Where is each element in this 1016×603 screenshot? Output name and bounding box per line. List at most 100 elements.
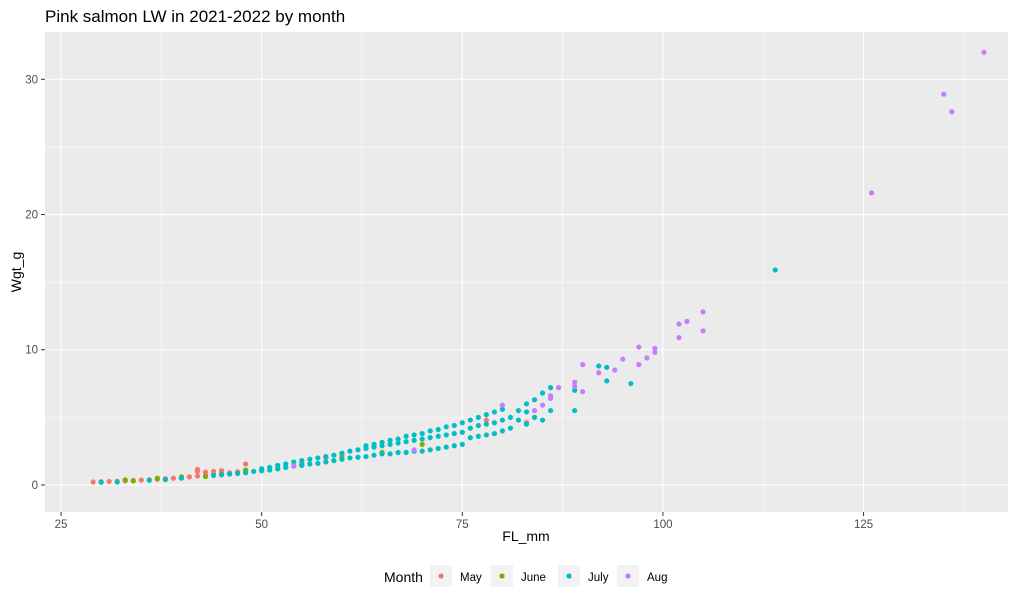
- data-point: [114, 479, 120, 485]
- data-point: [435, 433, 441, 439]
- data-point: [138, 477, 144, 483]
- data-point: [451, 422, 457, 429]
- data-point: [451, 430, 457, 437]
- data-point: [572, 387, 578, 393]
- x-tick-label: 25: [55, 519, 68, 531]
- data-point: [596, 363, 602, 369]
- data-point: [355, 454, 361, 460]
- y-axis-title: Wgt_g: [8, 252, 24, 292]
- data-point: [315, 455, 321, 461]
- data-point: [531, 407, 538, 414]
- data-point: [411, 432, 417, 438]
- chart-title: Pink salmon LW in 2021-2022 by month: [45, 7, 345, 26]
- data-point: [371, 441, 377, 447]
- data-point: [475, 414, 481, 420]
- data-point: [483, 417, 489, 423]
- data-point: [435, 445, 441, 452]
- data-point: [572, 407, 578, 414]
- data-point: [291, 459, 297, 465]
- data-point: [459, 441, 465, 447]
- data-point: [419, 448, 425, 454]
- data-point: [379, 451, 385, 457]
- data-point: [443, 424, 449, 430]
- data-point: [259, 466, 265, 472]
- data-point: [443, 432, 449, 438]
- data-point: [539, 390, 546, 396]
- data-point: [459, 429, 465, 435]
- data-point: [868, 190, 875, 196]
- x-tick-label: 125: [854, 519, 873, 531]
- plot-panel: [45, 32, 1008, 512]
- data-point: [178, 475, 185, 481]
- legend: Month May June July Aug: [384, 565, 667, 587]
- data-point: [483, 412, 489, 418]
- data-point: [523, 421, 530, 427]
- legend-label: June: [521, 572, 546, 584]
- data-point: [628, 380, 634, 387]
- data-point: [154, 475, 160, 481]
- data-point: [395, 449, 401, 456]
- data-point: [515, 417, 522, 423]
- data-point: [419, 436, 425, 442]
- data-point: [387, 451, 393, 457]
- data-point: [507, 425, 514, 431]
- x-tick-label: 75: [456, 519, 469, 531]
- data-point: [949, 109, 955, 115]
- data-point: [323, 453, 329, 460]
- data-point: [596, 370, 602, 376]
- y-axis: 0 10 20 30: [25, 74, 45, 492]
- data-point: [202, 473, 209, 480]
- gridlines: [45, 32, 1008, 512]
- data-point: [491, 409, 497, 415]
- data-point: [652, 345, 658, 351]
- data-point: [547, 393, 554, 399]
- data-point: [676, 334, 682, 341]
- legend-label: July: [588, 572, 609, 584]
- data-point: [475, 433, 481, 439]
- data-point: [387, 441, 393, 447]
- data-point: [572, 379, 578, 385]
- data-point: [210, 468, 217, 475]
- data-point: [427, 447, 433, 453]
- data-point: [435, 426, 441, 433]
- data-point: [700, 328, 706, 334]
- data-point: [580, 389, 586, 395]
- data-point: [331, 458, 337, 464]
- legend-title: Month: [384, 569, 423, 585]
- data-point: [523, 409, 530, 415]
- data-point: [226, 471, 233, 477]
- data-point: [339, 456, 345, 462]
- data-point: [403, 439, 409, 445]
- data-point: [547, 385, 554, 391]
- data-point: [275, 462, 281, 468]
- data-point: [130, 478, 136, 484]
- data-point: [427, 435, 433, 441]
- data-point: [700, 309, 706, 315]
- data-point: [90, 479, 96, 485]
- data-point: [106, 478, 112, 485]
- data-point: [243, 461, 249, 467]
- data-point: [684, 318, 690, 324]
- data-point: [451, 443, 457, 449]
- data-point: [427, 428, 433, 434]
- y-tick-label: 10: [25, 345, 38, 357]
- data-point: [307, 456, 313, 462]
- data-point: [467, 435, 473, 441]
- data-point: [395, 440, 401, 446]
- data-point: [483, 432, 489, 438]
- data-point: [283, 461, 289, 467]
- data-point: [323, 459, 329, 465]
- legend-key-point: [566, 573, 572, 579]
- data-point: [475, 422, 481, 429]
- data-point: [315, 460, 321, 466]
- data-point: [371, 452, 377, 458]
- data-point: [395, 436, 401, 442]
- data-point: [419, 430, 425, 437]
- data-point: [467, 425, 473, 431]
- data-point: [146, 477, 152, 483]
- data-point: [636, 344, 642, 350]
- data-point: [363, 443, 369, 449]
- data-point: [299, 458, 305, 464]
- data-point: [531, 414, 538, 420]
- data-point: [459, 420, 465, 426]
